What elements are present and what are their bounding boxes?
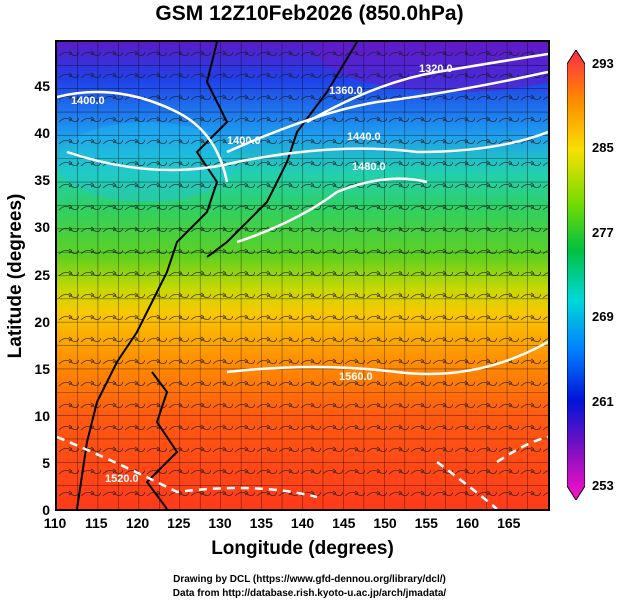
x-tick-label: 110 xyxy=(43,515,67,531)
asian-coastline xyxy=(76,42,229,509)
colorbar-tick-label: 261 xyxy=(592,393,614,409)
x-tick-label: 140 xyxy=(290,515,315,531)
x-tick-label: 155 xyxy=(414,515,438,531)
height-contour xyxy=(57,90,229,183)
japan-coastline xyxy=(206,42,358,258)
contour-label: 1520.0 xyxy=(105,473,139,485)
x-tick-label: 130 xyxy=(208,515,232,531)
y-tick-label: 35 xyxy=(34,172,50,189)
y-tick-label: 15 xyxy=(34,360,50,377)
y-tick-label: 40 xyxy=(34,125,50,142)
y-tick-label: 20 xyxy=(34,313,50,330)
colorbar-body xyxy=(567,50,585,500)
height-contour xyxy=(306,52,548,124)
colorbar-tick-label: 285 xyxy=(592,140,614,156)
map-plot-area: 1400.0 1320.0 1360.0 1400.0 1440.0 1480.… xyxy=(55,40,550,511)
x-tick-label: 115 xyxy=(84,515,108,531)
x-tick-label: 150 xyxy=(373,515,397,531)
height-contour xyxy=(436,435,548,509)
contour-label: 1360.0 xyxy=(329,85,363,97)
contour-label: 1320.0 xyxy=(419,63,453,75)
height-contour xyxy=(57,435,318,499)
x-tick-label: 145 xyxy=(332,515,356,531)
height-contour xyxy=(236,177,428,244)
credit-drawing: Drawing by DCL (https://www.gfd-dennou.o… xyxy=(173,574,446,585)
credit-data: Data from http://database.rish.kyoto-u.a… xyxy=(172,588,447,599)
x-axis-label: Longitude (degrees) xyxy=(211,538,394,559)
y-tick-label: 45 xyxy=(34,78,50,95)
map-svg: 1400.0 1320.0 1360.0 1400.0 1440.0 1480.… xyxy=(57,42,548,509)
x-tick-label: 120 xyxy=(125,515,150,531)
philippines-coastline xyxy=(145,371,179,509)
colorbar-tick-label: 269 xyxy=(592,309,614,325)
lat-lon-grid xyxy=(57,42,548,509)
x-tick-label: 165 xyxy=(497,515,521,531)
contour-label: 1400.0 xyxy=(227,135,261,147)
x-tick-label: 125 xyxy=(167,515,191,531)
x-tick-label: 160 xyxy=(455,515,480,531)
colorbar-tick-label: 253 xyxy=(592,478,614,493)
height-contour xyxy=(66,130,548,172)
colorbar xyxy=(567,50,585,500)
colorbar-tick-label: 277 xyxy=(592,224,614,240)
y-tick-label: 0 xyxy=(42,502,50,518)
x-tick-label: 135 xyxy=(249,515,273,531)
contour-label: 1440.0 xyxy=(347,131,381,143)
colorbar-tick-label: 293 xyxy=(592,56,614,71)
height-contour xyxy=(226,340,548,376)
y-tick-label: 30 xyxy=(34,219,50,236)
chart-title: GSM 12Z10Feb2026 (850.0hPa) xyxy=(155,2,464,25)
height-contour xyxy=(226,70,548,154)
contour-label: 1560.0 xyxy=(339,371,373,383)
y-tick-label: 25 xyxy=(34,266,50,283)
y-tick-label: 10 xyxy=(34,407,50,424)
contour-label: 1480.0 xyxy=(352,161,386,173)
y-tick-label: 5 xyxy=(42,454,50,471)
contour-label: 1400.0 xyxy=(71,95,105,107)
